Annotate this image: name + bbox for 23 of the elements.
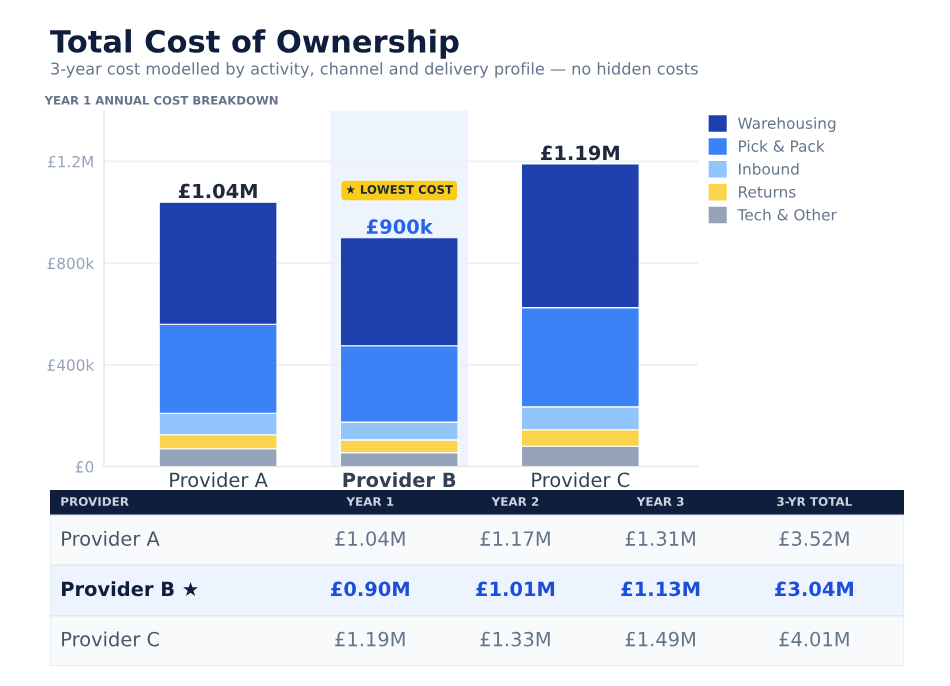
text: £1.13M (621, 581, 700, 597)
text: £3.04M (775, 581, 853, 597)
x-tick-label: Provider C (532, 472, 630, 488)
text: £1.31M (625, 531, 695, 546)
text: £1.17M (480, 531, 550, 546)
category-label: Provider A (62, 530, 160, 546)
text: £1.33M (480, 631, 550, 647)
category-label: Provider B ★ (62, 581, 199, 597)
total-label: £900k (366, 218, 434, 234)
text: £1.01M (476, 581, 555, 597)
chart-subtitle: 3-year cost modelled by activity, channel and delivery profile — no hidden costs (51, 62, 698, 78)
total-label: £1.04M (178, 183, 257, 199)
text: £4.01M (779, 631, 849, 647)
x-tick-label: Provider A (170, 472, 268, 488)
text: £1.19M (335, 631, 405, 647)
category-label: Provider C (62, 631, 159, 647)
text: £0.90M (331, 581, 409, 597)
text: £1.49M (625, 631, 695, 647)
x-tick-label: Provider B (343, 472, 456, 488)
text: £3.52M (779, 531, 849, 546)
total-label: £1.19M (541, 145, 619, 161)
text: £1.04M (335, 531, 405, 546)
chart-title: Total Cost of Ownership (50, 29, 459, 59)
